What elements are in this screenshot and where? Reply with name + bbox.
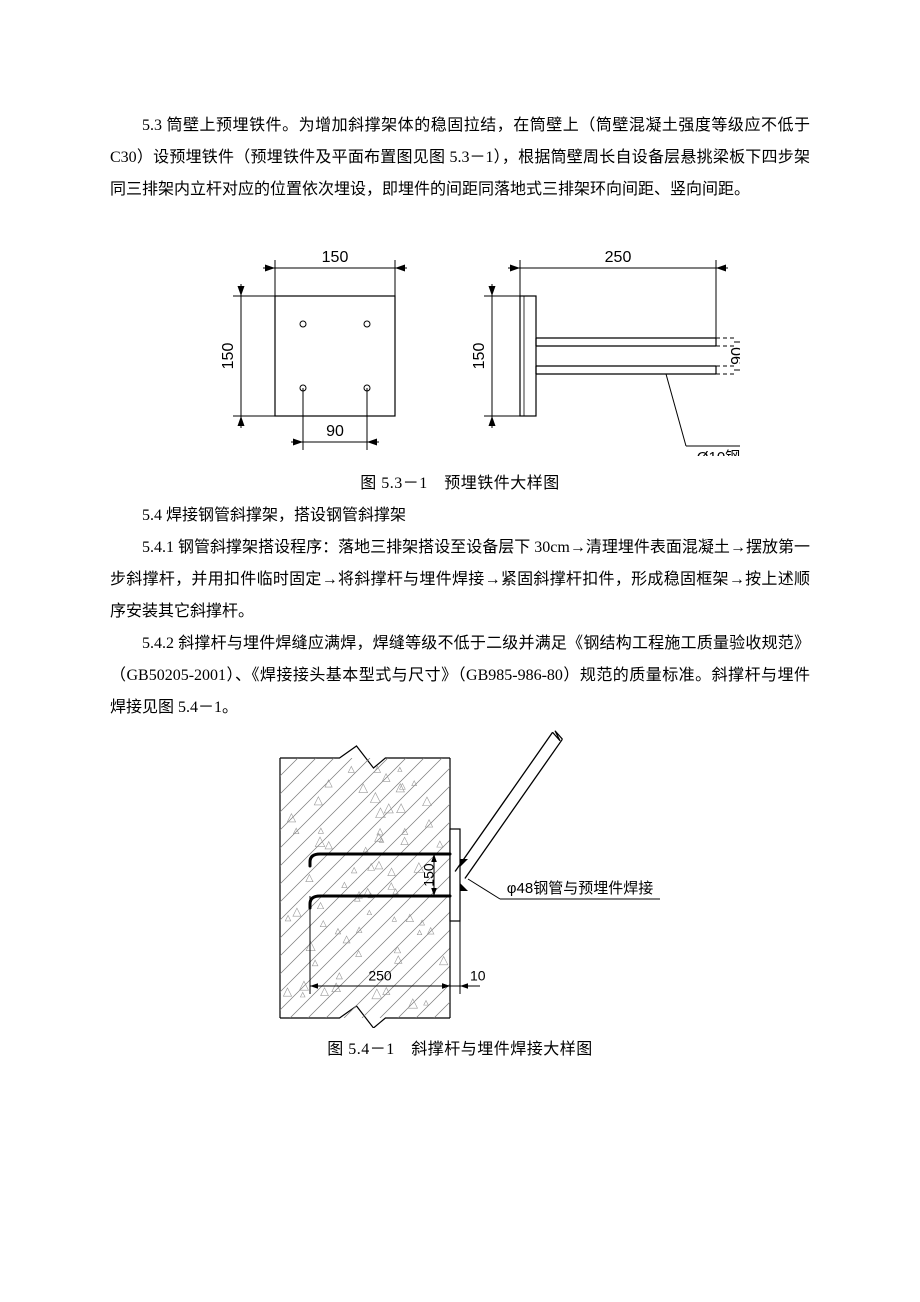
figure-5-4-1-caption: 图 5.4－1 斜撑杆与埋件焊接大样图 xyxy=(110,1034,810,1066)
embedded-plate-drawing: 150 150 90 250 150 90 Ø10钢筋 xyxy=(180,226,740,456)
svg-text:90: 90 xyxy=(326,423,344,440)
svg-text:Ø10钢筋: Ø10钢筋 xyxy=(697,449,740,456)
weld-detail-drawing: 150φ48钢管与预埋件焊接25010 xyxy=(210,728,710,1028)
paragraph-5-3: 5.3 筒壁上预埋铁件。为增加斜撑架体的稳固拉结，在筒壁上（筒壁混凝土强度等级应… xyxy=(110,110,810,206)
paragraph-5-4-2: 5.4.2 斜撑杆与埋件焊缝应满焊，焊缝等级不低于二级并满足《钢结构工程施工质量… xyxy=(110,628,810,724)
svg-text:250: 250 xyxy=(605,249,632,266)
svg-text:φ48钢管与预埋件焊接: φ48钢管与预埋件焊接 xyxy=(507,880,653,897)
svg-text:150: 150 xyxy=(471,343,488,370)
svg-text:150: 150 xyxy=(322,249,349,266)
figure-5-3-1-caption: 图 5.3－1 预埋铁件大样图 xyxy=(110,468,810,500)
figure-5-4-1: 150φ48钢管与预埋件焊接25010 xyxy=(110,728,810,1028)
paragraph-5-4: 5.4 焊接钢管斜撑架，搭设钢管斜撑架 xyxy=(110,500,810,532)
paragraph-5-4-1: 5.4.1 钢管斜撑架搭设程序：落地三排架搭设至设备层下 30cm→清理埋件表面… xyxy=(110,532,810,628)
svg-text:150: 150 xyxy=(220,343,237,370)
svg-text:250: 250 xyxy=(368,968,392,984)
document-page: 5.3 筒壁上预埋铁件。为增加斜撑架体的稳固拉结，在筒壁上（筒壁混凝土强度等级应… xyxy=(0,0,920,1126)
svg-text:10: 10 xyxy=(470,968,486,984)
figure-5-3-1: 150 150 90 250 150 90 Ø10钢筋 xyxy=(110,226,810,456)
svg-text:90: 90 xyxy=(729,347,740,365)
